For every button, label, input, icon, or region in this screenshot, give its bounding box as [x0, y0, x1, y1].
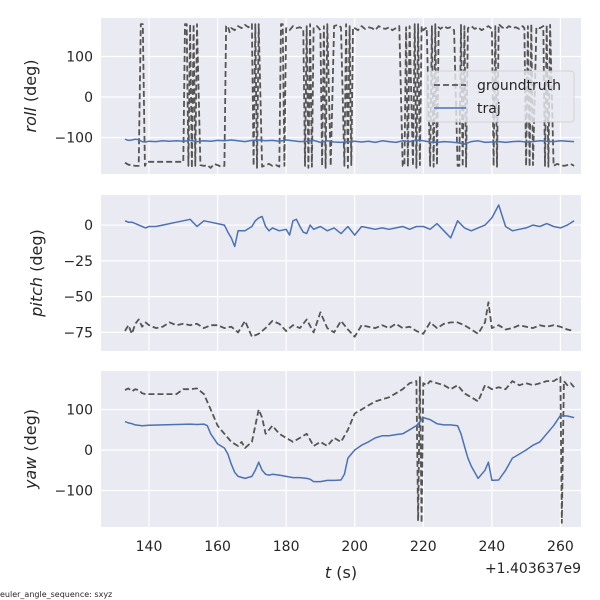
roll-traj-line [124, 138, 575, 145]
yaw-y-tick-label: 0 [84, 443, 93, 459]
yaw-groundtruth-line [124, 376, 575, 524]
x-ticks: 140 160 180 200 220 240 260 [136, 539, 574, 555]
pitch-y-axis-label: pitch (deg) [27, 229, 46, 318]
yaw-y-axis-label: yaw (deg) [21, 409, 40, 490]
x-tick-label: 260 [547, 539, 574, 555]
roll-y-ticks: 100 0 −100 [55, 49, 93, 146]
legend: groundtruth traj [426, 70, 575, 123]
pitch-groundtruth-line [124, 301, 575, 338]
legend-groundtruth-label: groundtruth [477, 78, 561, 94]
yaw-subplot: 100 0 −100 140 160 180 200 220 240 260 yaw (deg)… [21, 371, 581, 582]
yaw-series [124, 376, 575, 524]
pitch-traj-line [124, 204, 575, 248]
yaw-plot-background [101, 371, 581, 527]
roll-subplot: 100 0 −100 roll (deg) groundtruth traj [21, 18, 581, 174]
roll-y-tick-label: 0 [84, 90, 93, 106]
roll-y-axis-label: roll (deg) [21, 60, 40, 133]
pitch-gridlines [101, 195, 581, 351]
x-tick-label: 240 [478, 539, 505, 555]
x-axis-label: t (s) [325, 563, 357, 582]
pitch-y-tick-label: −25 [63, 254, 93, 270]
x-tick-label: 200 [341, 539, 368, 555]
x-tick-label: 180 [273, 539, 300, 555]
x-axis-offset-label: +1.403637e9 [485, 561, 581, 577]
roll-y-tick-label: −100 [55, 131, 93, 147]
pitch-y-tick-label: −50 [63, 290, 93, 306]
yaw-y-tick-label: 100 [66, 402, 93, 418]
x-tick-label: 220 [410, 539, 437, 555]
pitch-plot-background [101, 195, 581, 351]
yaw-traj-line [124, 414, 575, 483]
pitch-y-tick-label: 0 [84, 218, 93, 234]
x-tick-label: 140 [136, 539, 163, 555]
legend-box [426, 70, 575, 123]
euler-sequence-footnote: euler_angle_sequence: sxyz [0, 590, 112, 599]
pitch-subplot: 0 −25 −50 −75 pitch (deg) [27, 195, 581, 351]
yaw-y-tick-label: −100 [55, 484, 93, 500]
legend-traj-label: traj [477, 101, 501, 117]
yaw-y-ticks: 100 0 −100 [55, 402, 93, 499]
roll-y-tick-label: 100 [66, 49, 93, 65]
pitch-y-ticks: 0 −25 −50 −75 [63, 218, 93, 341]
x-tick-label: 160 [204, 539, 231, 555]
pitch-y-tick-label: −75 [63, 325, 93, 341]
pitch-series [124, 204, 575, 338]
